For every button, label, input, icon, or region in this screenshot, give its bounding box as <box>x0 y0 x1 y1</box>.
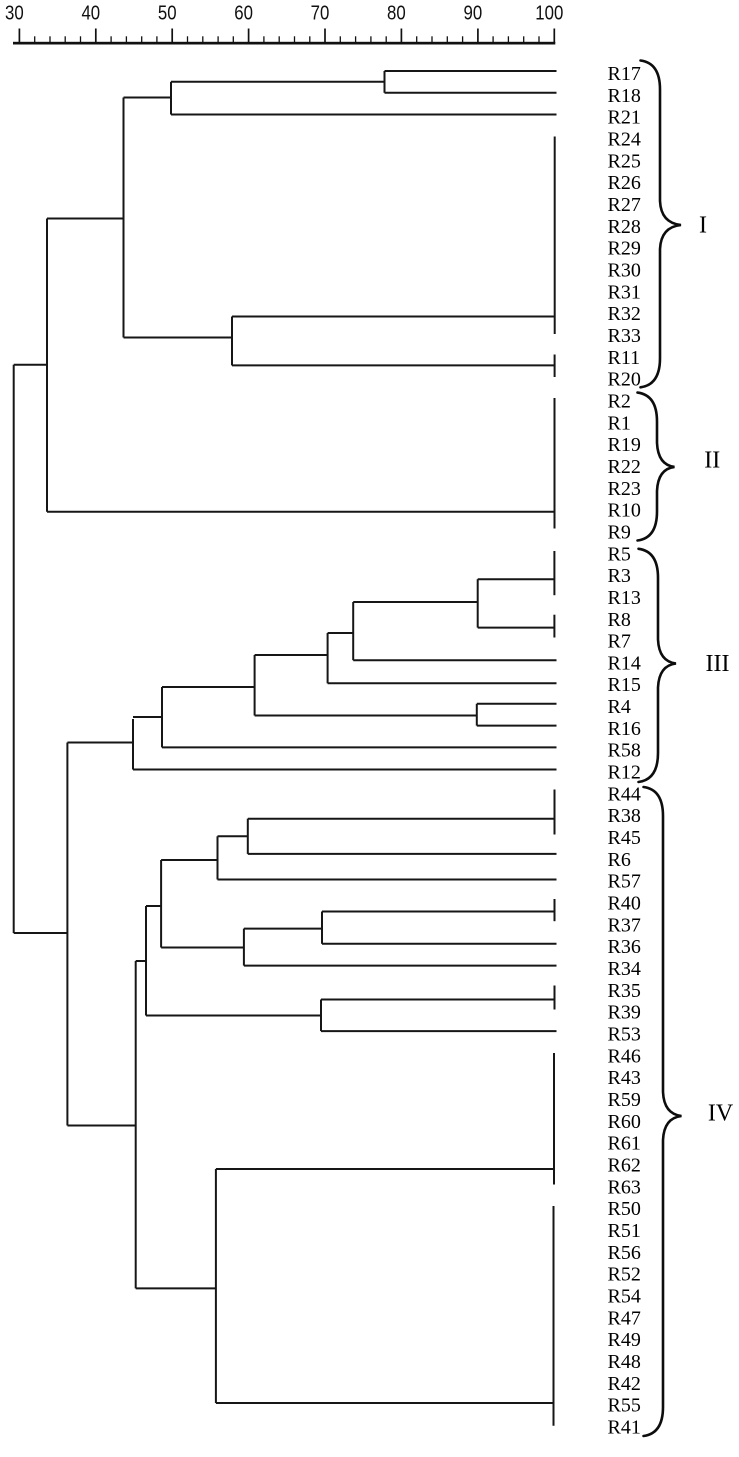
svg-text:90: 90 <box>464 1 483 24</box>
svg-text:100: 100 <box>535 1 563 24</box>
svg-text:R53: R53 <box>608 1024 641 1046</box>
svg-text:III: III <box>706 651 730 677</box>
svg-text:R58: R58 <box>608 740 641 762</box>
svg-text:R35: R35 <box>608 980 641 1002</box>
svg-text:II: II <box>704 447 720 473</box>
svg-text:R49: R49 <box>608 1329 641 1351</box>
svg-text:R54: R54 <box>608 1286 641 1308</box>
svg-text:R28: R28 <box>608 216 641 238</box>
svg-text:60: 60 <box>234 1 253 24</box>
svg-text:R8: R8 <box>608 609 631 631</box>
svg-text:R47: R47 <box>608 1307 641 1329</box>
svg-text:R26: R26 <box>608 172 641 194</box>
svg-text:40: 40 <box>81 1 100 24</box>
svg-text:R34: R34 <box>608 958 641 980</box>
svg-text:R13: R13 <box>608 587 641 609</box>
svg-text:R56: R56 <box>608 1242 641 1264</box>
svg-text:I: I <box>699 212 707 238</box>
svg-text:R52: R52 <box>608 1264 641 1286</box>
svg-text:R32: R32 <box>608 303 641 325</box>
svg-text:R27: R27 <box>608 194 641 216</box>
svg-text:R16: R16 <box>608 718 641 740</box>
svg-text:R37: R37 <box>608 914 641 936</box>
svg-text:R15: R15 <box>608 674 641 696</box>
svg-text:R14: R14 <box>608 652 641 674</box>
svg-text:R12: R12 <box>608 762 641 784</box>
svg-text:70: 70 <box>311 1 330 24</box>
svg-text:R43: R43 <box>608 1067 641 1089</box>
svg-text:80: 80 <box>387 1 406 24</box>
svg-text:R61: R61 <box>608 1133 641 1155</box>
svg-text:R5: R5 <box>608 543 631 565</box>
svg-text:R22: R22 <box>608 456 641 478</box>
svg-text:R42: R42 <box>608 1373 641 1395</box>
svg-text:R46: R46 <box>608 1045 641 1067</box>
svg-text:R48: R48 <box>608 1351 641 1373</box>
svg-text:R17: R17 <box>608 63 641 85</box>
svg-text:R45: R45 <box>608 827 641 849</box>
svg-text:R1: R1 <box>608 412 631 434</box>
svg-text:R62: R62 <box>608 1155 641 1177</box>
svg-text:R60: R60 <box>608 1111 641 1133</box>
svg-text:50: 50 <box>158 1 177 24</box>
svg-text:R6: R6 <box>608 849 631 871</box>
svg-text:R33: R33 <box>608 325 641 347</box>
svg-text:R41: R41 <box>608 1417 641 1439</box>
svg-text:30: 30 <box>5 1 24 24</box>
svg-text:R2: R2 <box>608 390 631 412</box>
svg-text:R25: R25 <box>608 150 641 172</box>
svg-text:R59: R59 <box>608 1089 641 1111</box>
svg-text:R10: R10 <box>608 500 641 522</box>
svg-text:R9: R9 <box>608 521 631 543</box>
svg-text:R55: R55 <box>608 1395 641 1417</box>
svg-text:R3: R3 <box>608 565 631 587</box>
svg-text:R36: R36 <box>608 936 641 958</box>
svg-text:R50: R50 <box>608 1198 641 1220</box>
svg-text:R4: R4 <box>608 696 631 718</box>
svg-text:R11: R11 <box>608 347 641 369</box>
svg-text:R31: R31 <box>608 281 641 303</box>
svg-text:R20: R20 <box>608 369 641 391</box>
svg-text:IV: IV <box>708 1100 734 1126</box>
svg-text:R24: R24 <box>608 129 641 151</box>
svg-text:R21: R21 <box>608 107 641 129</box>
svg-text:R30: R30 <box>608 260 641 282</box>
svg-text:R7: R7 <box>608 631 631 653</box>
svg-text:R63: R63 <box>608 1176 641 1198</box>
svg-text:R57: R57 <box>608 871 641 893</box>
svg-text:R18: R18 <box>608 85 641 107</box>
svg-text:R40: R40 <box>608 893 641 915</box>
svg-text:R23: R23 <box>608 478 641 500</box>
svg-text:R39: R39 <box>608 1002 641 1024</box>
svg-text:R44: R44 <box>608 783 641 805</box>
svg-text:R51: R51 <box>608 1220 641 1242</box>
svg-text:R38: R38 <box>608 805 641 827</box>
svg-text:R19: R19 <box>608 434 641 456</box>
svg-text:R29: R29 <box>608 238 641 260</box>
